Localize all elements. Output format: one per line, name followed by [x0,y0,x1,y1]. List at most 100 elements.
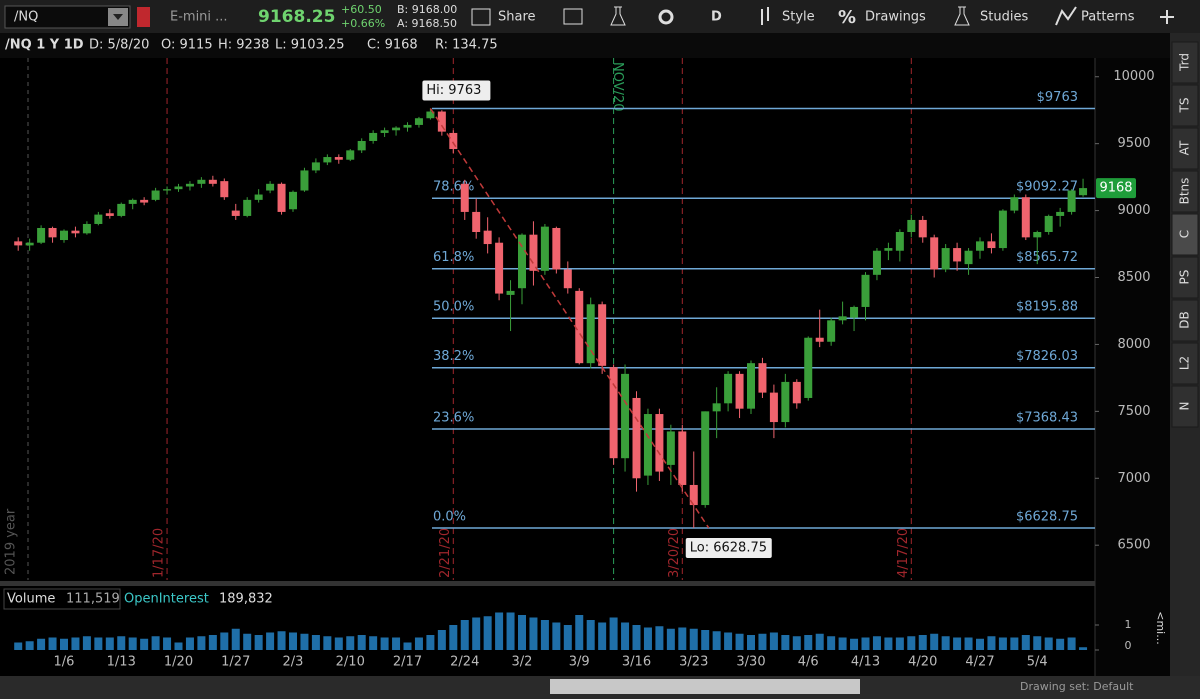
volume-bar [518,615,526,650]
annotation-box [685,537,772,558]
candle-body [540,226,549,271]
drawings-icon: % [838,7,856,28]
candle-body [907,219,916,232]
last-price: 9168.25 [258,7,335,27]
style-icon [761,7,769,25]
candle-body [25,242,34,246]
volume-bar [472,617,481,650]
side-tab[interactable] [1171,256,1199,299]
candle-body [769,392,778,423]
candle-body [208,179,217,184]
annotation-box [422,80,491,101]
volume-bar [94,637,103,650]
side-tab[interactable] [1171,213,1199,256]
y-tick-label: 7000 [1117,471,1150,486]
volume-bar [185,637,194,650]
volume-bar [747,635,755,650]
candle-body [1010,197,1019,211]
candle-body [850,306,859,318]
x-tick-label: 4/13 [851,655,880,670]
candle-body [689,484,698,506]
fib-pct-label: 50.0% [433,300,474,315]
volume-bar [243,633,252,650]
drawing-set[interactable]: Drawing set: Default [1020,680,1134,693]
volume-bar [976,638,984,650]
candle-body [105,213,114,216]
side-tab[interactable] [1171,41,1199,84]
x-tick-label: 5/4 [1027,655,1048,670]
symbol-input[interactable] [4,5,131,29]
scroll-thumb[interactable] [550,679,860,694]
add-icon[interactable] [1160,10,1174,24]
candle-body [231,210,240,216]
candle-body [552,227,561,270]
settings-icon[interactable] [658,9,674,25]
x-tick-label: 1/27 [221,655,250,670]
volume-bar [140,638,149,650]
style-button[interactable]: Style [782,10,815,25]
side-tab[interactable] [1171,385,1199,428]
volume-bar [621,622,630,650]
flask-icon[interactable] [610,6,626,26]
candle-body [1079,188,1088,196]
change: +60.50 [341,3,382,16]
candle-body [964,250,973,265]
fib-pct-label: 23.6% [433,410,474,425]
candle-body [437,111,446,132]
candle-body [60,230,68,241]
volume-bar [1010,637,1019,650]
candle-body [1067,190,1076,212]
link-icon[interactable] [137,7,150,27]
volume-tick-label: 1 [1125,618,1132,631]
volume-bar [82,636,91,650]
share-icon [471,8,491,26]
candle-body [518,234,526,289]
side-tab[interactable] [1171,170,1199,213]
volume-bar [254,635,263,650]
candle-body [506,290,515,295]
snapshot-icon[interactable] [563,8,583,25]
volume-bar [598,622,607,650]
event-label: 1/17/20 [152,528,167,578]
drawings-button[interactable]: Drawings [865,10,926,25]
patterns-button[interactable]: Patterns [1081,10,1135,25]
candle-body [48,227,57,238]
side-tab-label: DB [1178,311,1192,328]
y-tick-label: 8000 [1117,337,1150,352]
volume-bar [861,637,870,650]
volume-bar [300,633,309,650]
volume-bar [174,642,183,650]
candle-body [414,118,423,125]
candle-body [838,316,847,321]
candle-body [266,183,275,191]
x-tick-label: 2/10 [336,655,365,670]
x-tick-label: 2/17 [393,655,422,670]
fib-price-label: $8195.88 [1016,300,1078,315]
side-tab[interactable] [1171,342,1199,385]
candle-body [277,183,286,212]
studies-icon [954,6,970,26]
volume-bar [540,620,549,650]
period-button[interactable]: D [711,10,722,25]
studies-button[interactable]: Studies [980,10,1028,25]
side-tab[interactable] [1171,127,1199,170]
bar-close: C: 9168 [367,38,418,53]
event-label: 3/20/20 [667,528,682,578]
volume-bar [403,642,412,650]
volume-tick-label: 0 [1125,639,1132,652]
side-tab-label: C [1178,230,1192,238]
fib-price-label: $9763 [1037,90,1078,105]
y-tick-label: 6500 [1117,538,1150,553]
volume-bar [277,631,286,650]
volume-bar [895,637,904,650]
volume-title: Volume [7,592,55,607]
bar-date: D: 5/8/20 [89,38,149,53]
volume-bar [712,631,721,650]
side-tab[interactable] [1171,299,1199,342]
share-button[interactable]: Share [498,10,536,25]
volume-bar [643,627,652,650]
side-tab[interactable] [1171,84,1199,127]
volume-bar [632,625,641,650]
description: E-mini ... [170,10,228,25]
candle-body [174,186,183,190]
